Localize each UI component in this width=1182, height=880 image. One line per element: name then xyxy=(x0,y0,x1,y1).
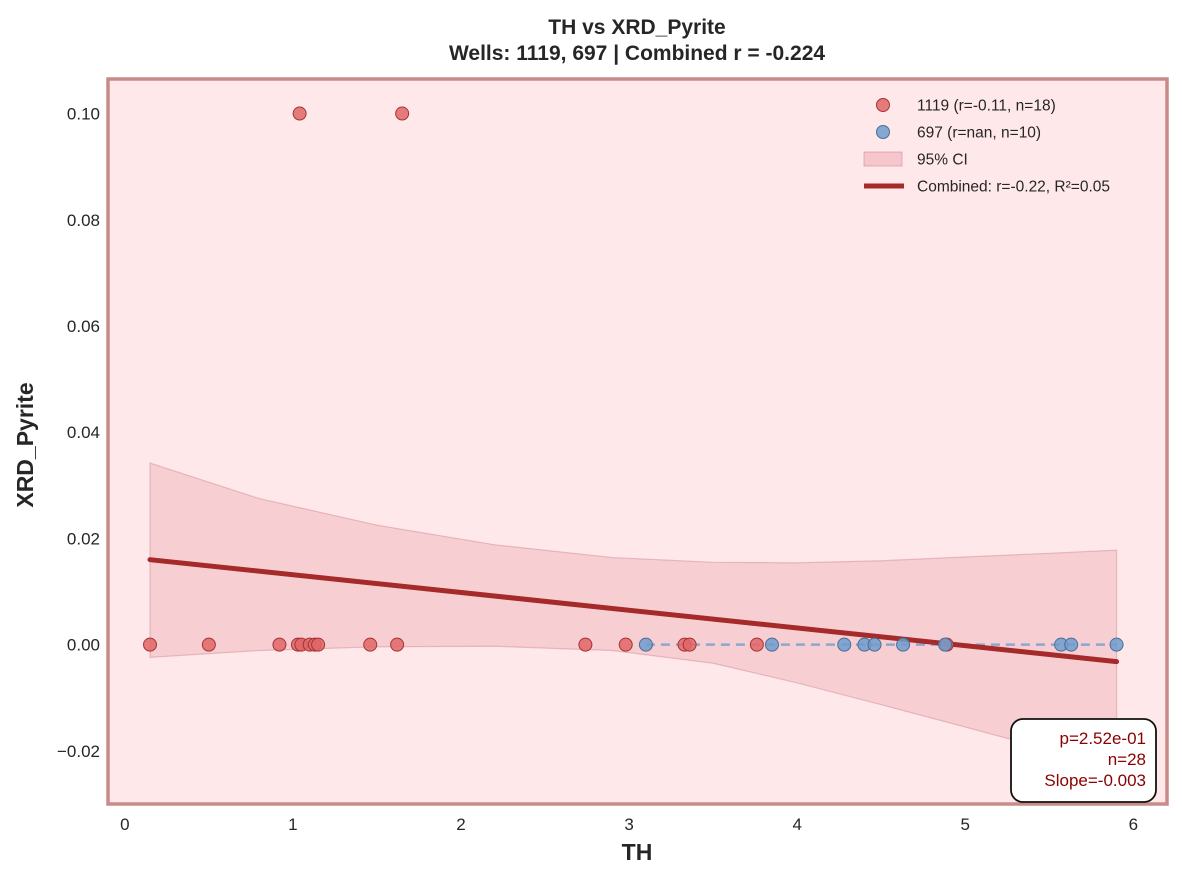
legend-fit-label: Combined: r=-0.22, R²=0.05 xyxy=(917,179,1110,196)
legend-label-0: 1119 (r=-0.11, n=18) xyxy=(917,98,1056,115)
series-0-point xyxy=(390,637,405,652)
series-1-point xyxy=(638,637,653,652)
series-0-point xyxy=(682,637,697,652)
series-1-point xyxy=(764,637,779,652)
x-tick-label: 0 xyxy=(120,815,129,834)
series-0-point xyxy=(749,637,764,652)
x-axis-label: TH xyxy=(622,839,653,865)
legend-marker-1 xyxy=(876,125,890,139)
series-0-point xyxy=(272,637,287,652)
series-1-point xyxy=(1109,637,1124,652)
series-1-point xyxy=(896,637,911,652)
combined-fit-line xyxy=(147,557,1120,665)
x-tick-label: 1 xyxy=(288,815,297,834)
series-1-point xyxy=(837,637,852,652)
stats-line: n=28 xyxy=(1108,750,1146,769)
series-0-point xyxy=(578,637,593,652)
plot-background xyxy=(108,79,1167,804)
legend-label-1: 697 (r=nan, n=10) xyxy=(917,125,1041,142)
chart-subtitle: Wells: 1119, 697 | Combined r = -0.224 xyxy=(449,42,825,65)
series-0-point xyxy=(311,637,326,652)
x-tick-label: 4 xyxy=(792,815,801,834)
legend: 1119 (r=-0.11, n=18) 697 (r=nan, n=10) 95%… xyxy=(863,98,1110,196)
x-tick-label: 2 xyxy=(456,815,465,834)
y-tick-label: 0.10 xyxy=(67,105,100,124)
legend-ci-swatch xyxy=(863,151,903,167)
x-tick-label: 6 xyxy=(1129,815,1138,834)
y-tick-label: −0.02 xyxy=(57,742,100,761)
series-0-point xyxy=(143,637,158,652)
series-0-point xyxy=(363,637,378,652)
series-0-point xyxy=(292,106,307,121)
stats-box: p=2.52e-01 n=28 Slope=-0.003 xyxy=(1010,718,1157,803)
series-0-point xyxy=(618,637,633,652)
series-1-point xyxy=(1064,637,1079,652)
series-1-point xyxy=(938,637,953,652)
plot-frame xyxy=(106,77,1169,806)
axes: 0 1 2 3 4 5 6 −0.02 0.00 0.02 0.04 0.06 0.08 0.10 xyxy=(57,77,1169,834)
plot-area xyxy=(108,79,1167,804)
series-0-point xyxy=(201,637,216,652)
y-tick-label: 0.06 xyxy=(67,317,100,336)
y-tick-label: 0.02 xyxy=(67,529,100,548)
stats-box-frame xyxy=(1010,718,1157,803)
stats-line: Slope=-0.003 xyxy=(1044,771,1146,790)
x-tick-label: 5 xyxy=(961,815,970,834)
series-1-point xyxy=(867,637,882,652)
series-0-point xyxy=(395,106,410,121)
y-tick-label: 0.04 xyxy=(67,423,100,442)
legend-ci-label: 95% CI xyxy=(917,152,968,169)
stats-line: p=2.52e-01 xyxy=(1060,729,1147,748)
chart-title: TH vs XRD_Pyrite xyxy=(548,16,725,39)
y-tick-label: 0.08 xyxy=(67,211,100,230)
legend-marker-0 xyxy=(876,98,890,112)
x-tick-label: 3 xyxy=(624,815,633,834)
y-axis-label: XRD_Pyrite xyxy=(12,382,38,507)
y-tick-label: 0.00 xyxy=(67,636,100,655)
